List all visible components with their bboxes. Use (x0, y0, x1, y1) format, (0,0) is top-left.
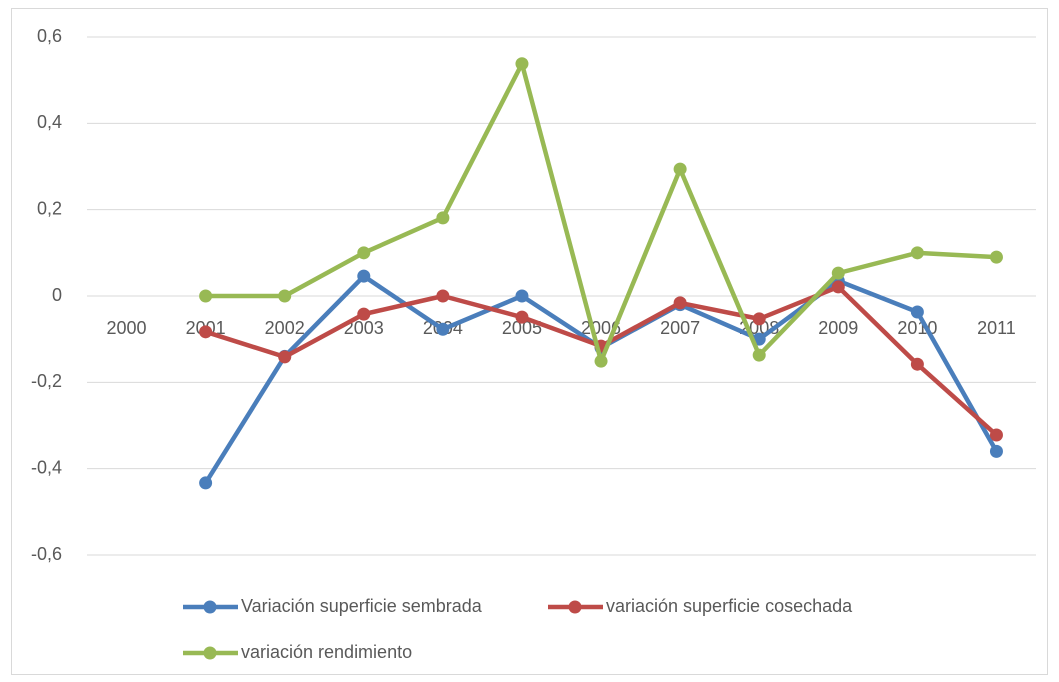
marker (436, 322, 450, 336)
y-tick-label: 0,2 (37, 198, 62, 218)
legend-label: Variación superficie sembrada (241, 596, 483, 616)
marker (357, 246, 371, 260)
x-tick-label: 2002 (265, 318, 305, 338)
marker (436, 211, 450, 225)
x-tick-label: 2011 (977, 318, 1016, 338)
marker (989, 250, 1003, 264)
marker (515, 289, 529, 303)
legend-label: variación superficie cosechada (606, 596, 853, 616)
x-tick-label: 2003 (344, 318, 384, 338)
marker (436, 289, 450, 303)
marker (910, 357, 924, 371)
marker (199, 476, 213, 490)
marker (278, 350, 292, 364)
marker (673, 162, 687, 176)
marker (673, 296, 687, 310)
marker (752, 348, 766, 362)
legend-marker (203, 646, 217, 660)
marker (199, 325, 213, 339)
marker (910, 305, 924, 319)
chart-frame (11, 8, 1048, 675)
marker (357, 269, 371, 283)
marker (989, 428, 1003, 442)
marker (515, 310, 529, 324)
x-tick-label: 2007 (660, 318, 700, 338)
marker (278, 289, 292, 303)
y-tick-label: -0,2 (31, 371, 62, 391)
marker (199, 289, 213, 303)
marker (910, 246, 924, 260)
marker (357, 307, 371, 321)
y-tick-label: -0,6 (31, 544, 62, 564)
legend-label: variación rendimiento (241, 642, 412, 662)
legend-marker (203, 600, 217, 614)
legend-marker (568, 600, 582, 614)
marker (594, 354, 608, 368)
x-tick-label: 2009 (818, 318, 858, 338)
y-tick-label: 0,6 (37, 26, 62, 46)
x-tick-label: 2000 (107, 318, 147, 338)
marker (752, 312, 766, 326)
y-tick-label: -0,4 (31, 457, 62, 477)
y-tick-label: 0,4 (37, 112, 62, 132)
y-tick-label: 0 (52, 285, 62, 305)
marker (515, 57, 529, 71)
marker (989, 444, 1003, 458)
marker (831, 280, 845, 294)
marker (831, 266, 845, 280)
